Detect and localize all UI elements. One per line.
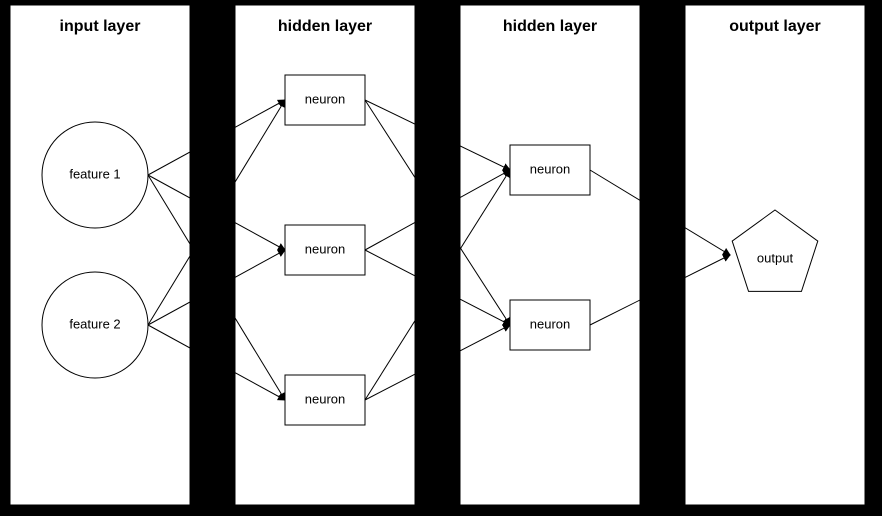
node-label-f1: feature 1 <box>69 166 120 181</box>
node-label-h2b: neuron <box>530 316 570 331</box>
layer-panel-input <box>10 5 190 505</box>
layer-title-hidden1: hidden layer <box>278 18 372 35</box>
layer-title-input: input layer <box>60 18 141 35</box>
node-label-f2: feature 2 <box>69 316 120 331</box>
diagram-canvas: input layer hidden layer hidden layer outpu… <box>0 0 882 516</box>
node-label-h1a: neuron <box>305 91 345 106</box>
layer-title-hidden2: hidden layer <box>503 18 597 35</box>
layer-panel-hidden2 <box>460 5 640 505</box>
node-label-h1b: neuron <box>305 241 345 256</box>
layer-title-output: output layer <box>729 18 821 35</box>
neural-network-diagram: input layer hidden layer hidden layer outpu… <box>0 0 882 521</box>
node-label-h1c: neuron <box>305 391 345 406</box>
node-label-out: output <box>757 250 794 265</box>
node-label-h2a: neuron <box>530 161 570 176</box>
